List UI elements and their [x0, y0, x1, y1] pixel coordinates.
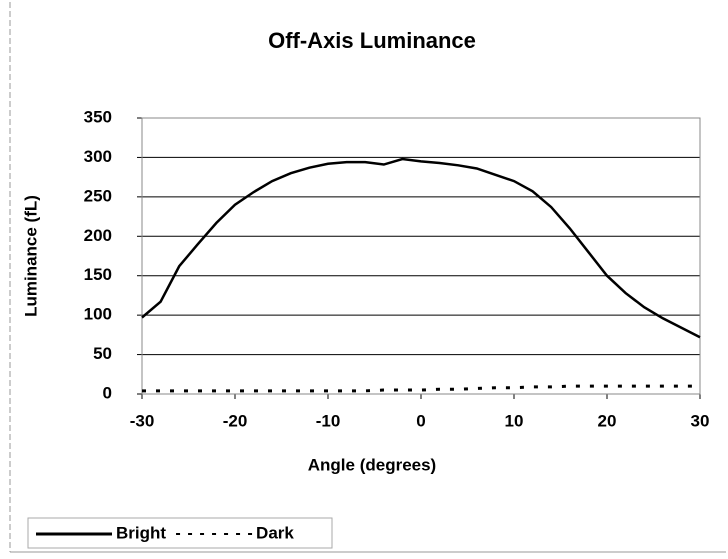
- plot-area: [141, 117, 701, 395]
- y-tick-label: 200: [84, 226, 112, 245]
- y-tick-label: 250: [84, 186, 112, 205]
- x-tick-label: 10: [505, 411, 524, 430]
- x-tick-label: -20: [223, 411, 248, 430]
- x-tick-label: -10: [316, 411, 341, 430]
- y-tick-label: 350: [84, 107, 112, 126]
- x-tick-label: 20: [598, 411, 617, 430]
- legend-label: Bright: [116, 523, 166, 542]
- y-tick-label: 100: [84, 305, 112, 324]
- x-axis-label: Angle (degrees): [308, 455, 436, 474]
- line-series: [142, 384, 700, 393]
- legend-box: [27, 517, 333, 549]
- chart-title: Off-Axis Luminance: [268, 28, 476, 53]
- legend-label: Dark: [256, 523, 294, 542]
- y-tick-label: 150: [84, 265, 112, 284]
- y-tick-label: 50: [93, 344, 112, 363]
- x-tick-label: -30: [130, 411, 155, 430]
- line-series: [141, 157, 701, 339]
- x-tick-label: 30: [691, 411, 710, 430]
- y-tick-label: 0: [103, 383, 112, 402]
- y-tick-label: 300: [84, 147, 112, 166]
- y-axis-label: Luminance (fL): [21, 195, 40, 317]
- x-tick-label: 0: [416, 411, 425, 430]
